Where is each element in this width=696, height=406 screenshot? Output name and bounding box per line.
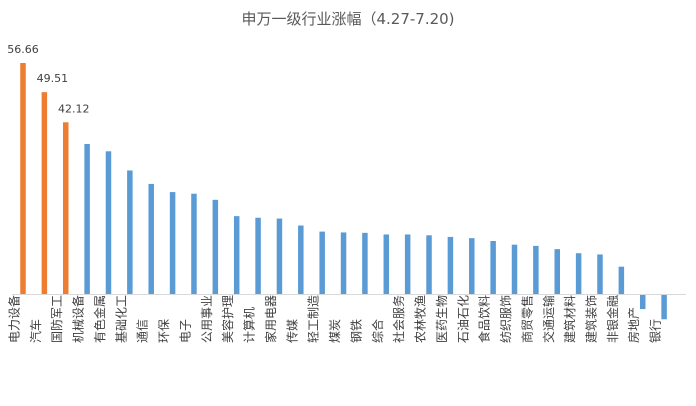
category-label-18: 综合 xyxy=(370,319,385,343)
category-label-28: 建筑装饰 xyxy=(583,295,598,343)
category-label-14: 传媒 xyxy=(284,319,299,343)
bar-28 xyxy=(597,254,603,294)
bar-4 xyxy=(84,143,90,294)
bar-20 xyxy=(426,235,432,294)
data-label-3: 42.12 xyxy=(58,102,90,115)
bar-10 xyxy=(212,199,219,294)
category-label-24: 纺织服饰 xyxy=(499,295,513,343)
category-label-17: 钢铁 xyxy=(349,319,363,343)
bar-25 xyxy=(533,245,539,294)
category-label-16: 煤炭 xyxy=(328,319,342,343)
category-label-11: 美容护理 xyxy=(220,295,235,343)
bar-16 xyxy=(340,232,347,294)
category-label-26: 交通运输 xyxy=(541,295,556,343)
bar-30 xyxy=(639,294,646,310)
bar-26 xyxy=(554,249,560,294)
category-label-6: 基础化工 xyxy=(114,295,128,343)
category-label-13: 家用电器 xyxy=(263,295,278,343)
category-label-29: 非银金融 xyxy=(605,295,620,343)
bar-21 xyxy=(447,236,454,294)
category-label-2: 汽车 xyxy=(28,319,43,343)
bar-13 xyxy=(276,218,283,294)
bar-17 xyxy=(362,232,368,294)
category-label-22: 石油石化 xyxy=(456,295,470,343)
chart-title: 申万一级行业涨幅（4.27-7.20) xyxy=(241,10,454,28)
category-label-23: 食品饮料 xyxy=(477,295,492,343)
bar-27 xyxy=(575,253,582,294)
category-label-9: 电子 xyxy=(178,319,192,343)
bar-2 xyxy=(41,92,48,295)
category-label-8: 环保 xyxy=(157,319,171,343)
bar-12 xyxy=(255,217,261,294)
bar-23 xyxy=(490,241,496,294)
data-label-1: 56.66 xyxy=(7,43,39,56)
bar-24 xyxy=(511,244,518,294)
bar-5 xyxy=(105,151,112,294)
category-label-25: 商贸零售 xyxy=(519,295,534,343)
category-label-20: 农林牧渔 xyxy=(414,295,428,343)
bar-7 xyxy=(148,183,154,294)
bar-31 xyxy=(661,294,667,320)
category-label-1: 电力设备 xyxy=(8,295,22,343)
category-label-10: 公用事业 xyxy=(200,295,214,343)
bar-11 xyxy=(233,216,240,294)
bar-18 xyxy=(383,234,390,294)
category-label-15: 轻工制造 xyxy=(307,295,321,343)
bars-group xyxy=(20,63,667,320)
category-label-7: 通信 xyxy=(136,319,150,343)
bar-22 xyxy=(469,238,475,294)
category-label-30: 房地产 xyxy=(626,307,641,343)
bar-19 xyxy=(404,234,411,294)
bar-1 xyxy=(20,63,26,294)
bar-3 xyxy=(62,122,69,294)
data-label-2: 49.51 xyxy=(37,72,69,85)
category-label-5: 有色金属 xyxy=(92,295,107,343)
category-label-4: 机械设备 xyxy=(71,295,86,343)
bar-8 xyxy=(169,192,176,294)
category-label-21: 医药生物 xyxy=(435,295,449,343)
bar-15 xyxy=(319,231,325,294)
category-label-19: 社会服务 xyxy=(391,295,406,343)
bar-14 xyxy=(298,225,304,294)
data-labels-group: 56.66 49.51 42.12 xyxy=(7,43,89,115)
bar-6 xyxy=(127,170,133,294)
category-labels-group: 电力设备 汽车 国防军工 机械设备 有色金属 基础化工 通信 环保 电子 公用事业 美容护理 计算机家… xyxy=(8,295,663,343)
category-label-3: 国防军工 xyxy=(49,295,64,343)
category-label-31: 银行 xyxy=(649,319,663,343)
bar-9 xyxy=(191,193,197,294)
bar-29 xyxy=(618,266,625,294)
category-label-12: 计算机 xyxy=(242,307,257,343)
category-label-27: 建筑材料 xyxy=(562,295,577,343)
